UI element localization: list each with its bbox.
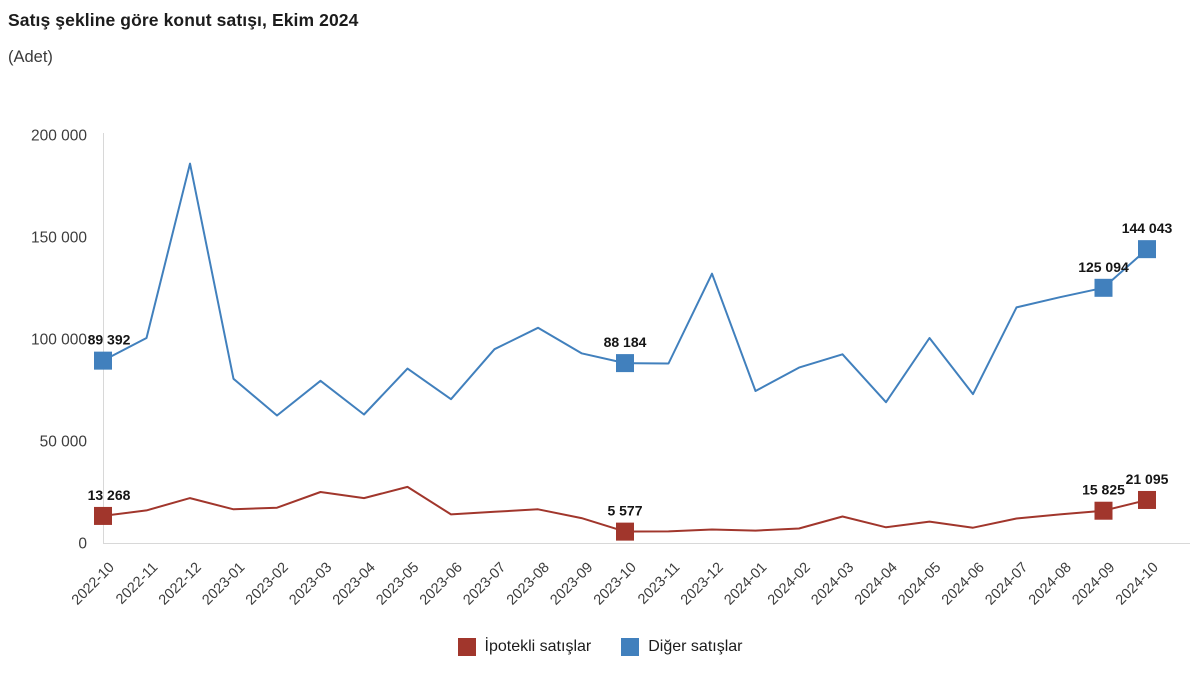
svg-text:2023-04: 2023-04 (330, 560, 379, 609)
legend-swatch-ipotekli-icon (457, 638, 476, 656)
legend-label-diger: Diğer satışlar (648, 638, 743, 655)
svg-text:2023-11: 2023-11 (635, 560, 683, 608)
data-point-marker (94, 351, 112, 370)
data-point-label: 89 392 (88, 332, 131, 348)
svg-text:2022-10: 2022-10 (69, 560, 118, 609)
svg-text:2024-08: 2024-08 (1026, 560, 1075, 609)
legend-swatch-diger-icon (621, 638, 640, 656)
data-point-marker (1094, 501, 1113, 520)
series-line (102, 162, 1148, 417)
svg-text:2022-11: 2022-11 (113, 560, 161, 608)
svg-text:0: 0 (78, 536, 87, 553)
svg-text:100 000: 100 000 (31, 332, 87, 349)
svg-text:200 000: 200 000 (31, 128, 87, 145)
data-point-label: 15 825 (1082, 482, 1125, 498)
data-point-marker (94, 506, 112, 525)
data-point-label: 88 184 (604, 334, 647, 350)
data-point-marker (1138, 240, 1156, 259)
svg-text:150 000: 150 000 (31, 230, 87, 247)
chart-title: Satış şekline göre konut satışı, Ekim 20… (8, 10, 359, 30)
data-point-label: 144 043 (1122, 220, 1173, 236)
data-point-marker (1138, 490, 1156, 509)
series-diger: 89 392 88 184 125 094 144 043 (88, 162, 1173, 417)
svg-text:2024-09: 2024-09 (1069, 560, 1118, 609)
y-axis-tick-labels: 0 50 000 100 000 150 000 200 000 (31, 128, 87, 553)
svg-text:2024-05: 2024-05 (895, 560, 944, 609)
svg-text:2024-06: 2024-06 (939, 560, 988, 609)
legend-item-diger-satislar: Diğer satışlar (621, 638, 742, 656)
svg-text:2023-12: 2023-12 (678, 560, 727, 609)
data-point-label: 13 268 (88, 487, 131, 503)
data-point-label: 5 577 (607, 503, 642, 519)
svg-text:2024-02: 2024-02 (765, 560, 814, 609)
svg-text:2023-09: 2023-09 (547, 560, 596, 609)
svg-text:2023-06: 2023-06 (417, 560, 466, 609)
svg-text:2023-01: 2023-01 (199, 560, 248, 609)
legend-label-ipotekli: İpotekli satışlar (484, 638, 592, 655)
chart-subtitle: (Adet) (8, 48, 53, 66)
svg-text:2022-12: 2022-12 (156, 560, 205, 609)
svg-text:2024-01: 2024-01 (721, 560, 770, 609)
data-point-marker (1094, 278, 1113, 297)
data-point-marker (616, 354, 634, 373)
chart-legend: İpotekli satışlar Diğer satışlar (0, 638, 1200, 656)
data-point-marker (616, 522, 634, 541)
data-point-label: 21 095 (1126, 471, 1169, 487)
svg-text:2023-03: 2023-03 (286, 560, 335, 609)
legend-item-ipotekli-satislar: İpotekli satışlar (457, 638, 592, 656)
svg-text:2024-03: 2024-03 (808, 560, 857, 609)
svg-text:2023-02: 2023-02 (243, 560, 292, 609)
svg-text:2023-07: 2023-07 (460, 560, 509, 609)
svg-text:50 000: 50 000 (40, 434, 88, 451)
svg-text:2023-05: 2023-05 (373, 560, 422, 609)
svg-text:2023-10: 2023-10 (591, 560, 640, 609)
axes (103, 133, 1190, 544)
x-axis-tick-labels: 2022-102022-112022-122023-012023-022023-… (69, 560, 1162, 609)
svg-text:2023-08: 2023-08 (504, 560, 553, 609)
svg-text:2024-10: 2024-10 (1113, 560, 1162, 609)
data-point-label: 125 094 (1078, 259, 1129, 275)
svg-text:2024-04: 2024-04 (852, 560, 901, 609)
svg-text:2024-07: 2024-07 (982, 560, 1031, 609)
